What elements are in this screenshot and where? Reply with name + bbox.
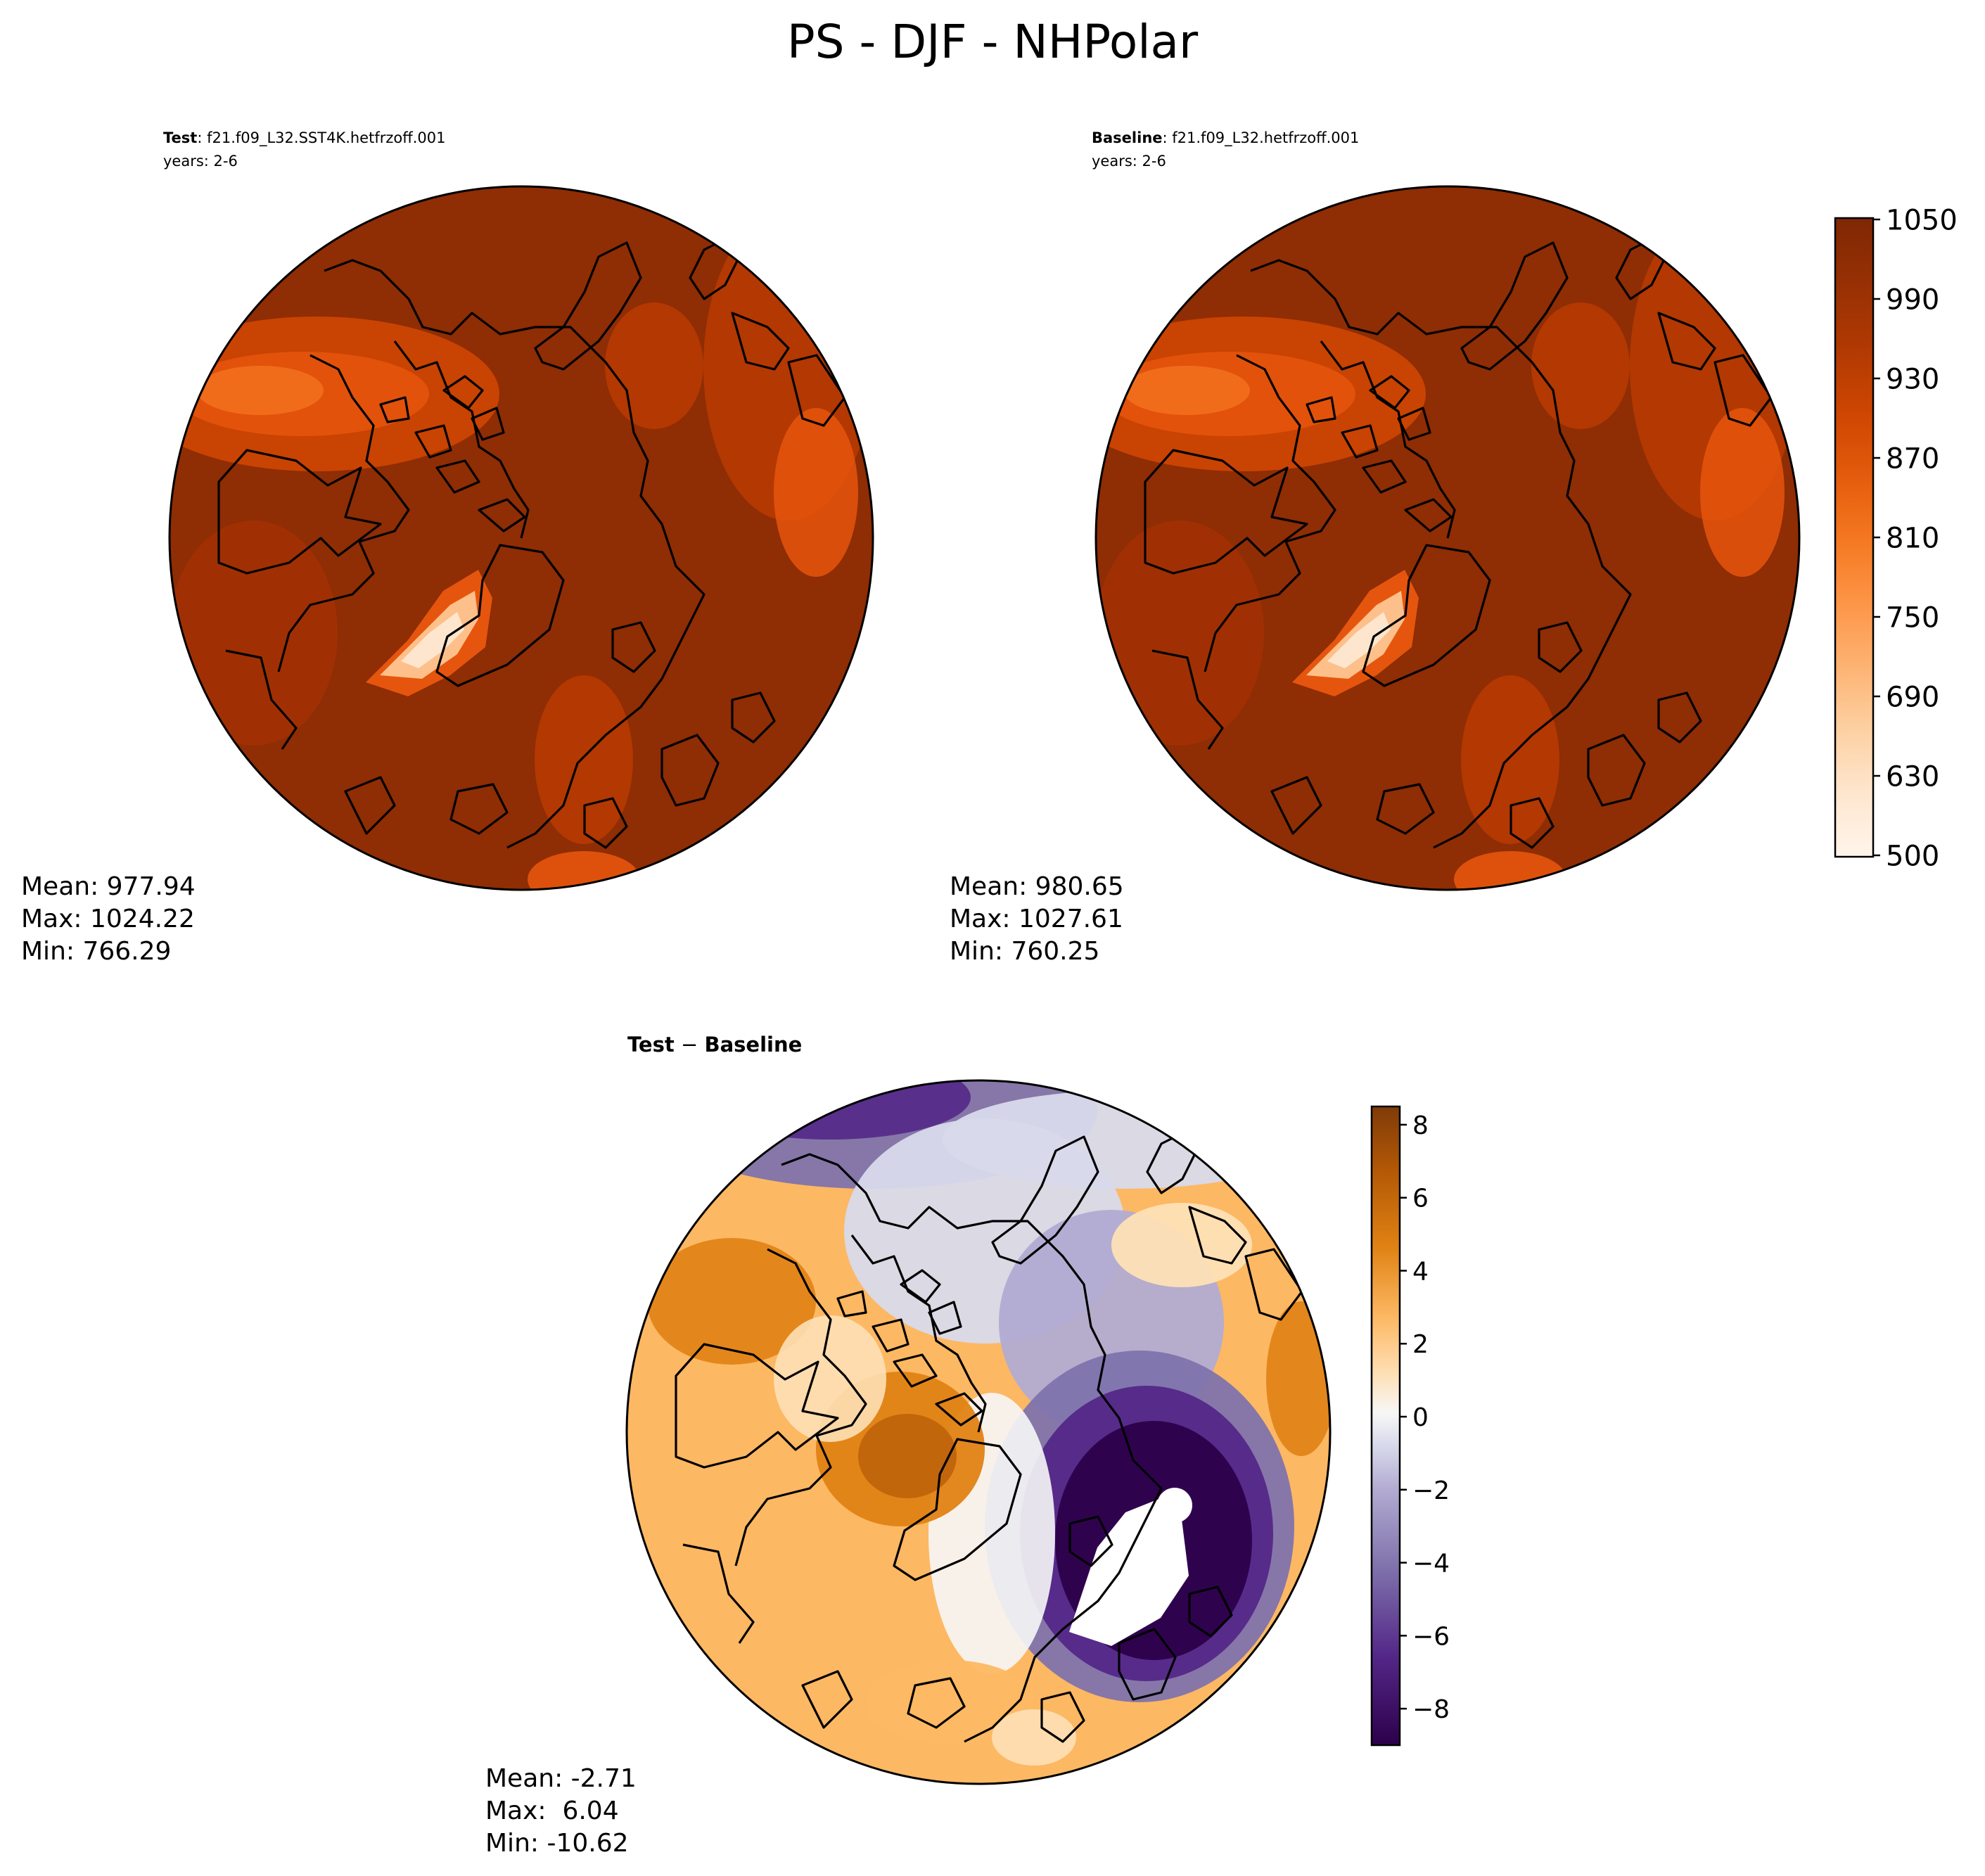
diff-colorbar-tick-label: −2 <box>1412 1476 1450 1505</box>
diff-colorbar-tick-label: 4 <box>1412 1257 1429 1286</box>
test-map <box>170 186 873 890</box>
test-case-name: : f21.f09_L32.SST4K.hetfrzoff.001 <box>197 129 445 147</box>
baseline-max: Max: 1027.61 <box>950 905 1123 933</box>
diff-colorbar-fill <box>1370 1105 1401 1747</box>
diff-colorbar-tick-label: 2 <box>1412 1330 1429 1359</box>
main-colorbar-tick-label: 870 <box>1886 442 1939 475</box>
test-panel: Test: f21.f09_L32.SST4K.hetfrzoff.001 ye… <box>21 129 874 966</box>
baseline-years: years: 2-6 <box>1092 153 1166 170</box>
diff-title: Test − Baseline <box>627 1033 802 1057</box>
baseline-panel: Baseline: f21.f09_L32.hetfrzoff.001 year… <box>950 129 1801 966</box>
main-colorbar: 1050 990 930 870 810 750 690 630 500 <box>1834 204 1958 872</box>
test-max: Max: 1024.22 <box>21 905 195 933</box>
main-colorbar-tick-label: 750 <box>1886 601 1939 634</box>
diff-colorbar-ticks: 8 6 4 2 0 −2 −4 −6 −8 <box>1400 1111 1450 1724</box>
baseline-min: Min: 760.25 <box>950 937 1099 966</box>
test-min: Min: 766.29 <box>21 937 171 966</box>
baseline-map <box>1096 186 1799 890</box>
diff-panel: Test − Baseline Mean: -2.71 <box>485 1033 1332 1858</box>
test-label: Test <box>163 129 197 146</box>
baseline-case-label: Baseline: f21.f09_L32.hetfrzoff.001 <box>1092 129 1359 147</box>
main-colorbar-tick-label: 690 <box>1886 681 1939 713</box>
diff-colorbar-tick-label: −4 <box>1412 1550 1450 1578</box>
diff-mean: Mean: -2.71 <box>485 1764 637 1793</box>
main-colorbar-tick-label: 1050 <box>1886 204 1958 236</box>
baseline-case-name: : f21.f09_L32.hetfrzoff.001 <box>1163 129 1360 147</box>
main-colorbar-tick-label: 810 <box>1886 522 1939 554</box>
diff-colorbar-tick-label: −6 <box>1412 1622 1450 1651</box>
diff-colorbar-tick-label: 8 <box>1412 1111 1429 1140</box>
main-colorbar-tick-label: 630 <box>1886 760 1939 793</box>
main-colorbar-tick-label: 930 <box>1886 363 1939 395</box>
baseline-mean: Mean: 980.65 <box>950 872 1124 901</box>
test-mean: Mean: 977.94 <box>21 872 196 901</box>
diff-title-baseline: Baseline <box>704 1033 802 1057</box>
test-years: years: 2-6 <box>163 153 238 170</box>
diff-colorbar-tick-label: −8 <box>1412 1695 1450 1724</box>
figure-title: PS - DJF - NHPolar <box>787 15 1199 69</box>
diff-min: Min: -10.62 <box>485 1829 629 1858</box>
main-colorbar-fill <box>1834 217 1875 858</box>
diff-title-test: Test <box>627 1033 675 1057</box>
diff-max: Max: 6.04 <box>485 1797 619 1825</box>
diff-colorbar-tick-label: 0 <box>1412 1403 1429 1432</box>
main-colorbar-tick-label: 500 <box>1886 840 1939 872</box>
diff-map <box>627 1080 1330 1784</box>
main-colorbar-ticks: 1050 990 930 870 810 750 690 630 500 <box>1873 204 1958 872</box>
main-colorbar-tick-label: 990 <box>1886 283 1939 316</box>
baseline-label: Baseline <box>1092 129 1163 146</box>
diff-colorbar-tick-label: 6 <box>1412 1185 1429 1213</box>
test-case-label: Test: f21.f09_L32.SST4K.hetfrzoff.001 <box>163 129 445 147</box>
diff-colorbar: 8 6 4 2 0 −2 −4 −6 −8 <box>1370 1105 1450 1747</box>
diff-title-op: − <box>675 1033 705 1057</box>
